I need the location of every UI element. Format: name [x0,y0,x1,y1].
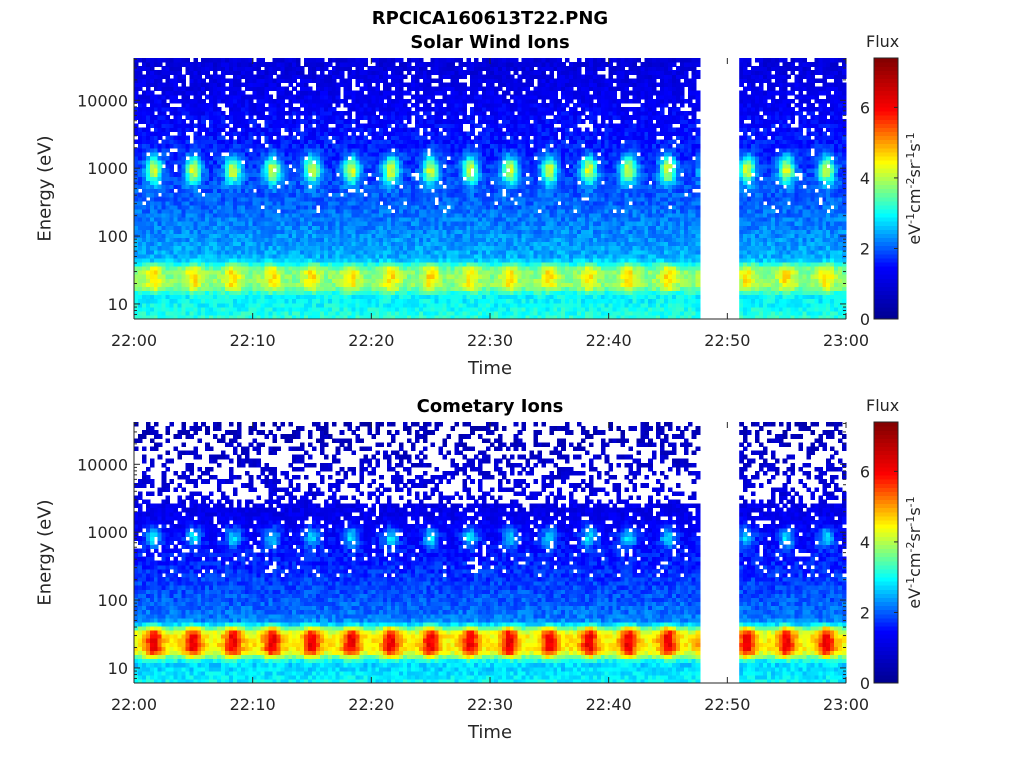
data-gap-2 [701,422,740,683]
x-tick-label: 22:20 [348,331,394,350]
y-tick-label: 10000 [77,455,128,474]
colorbar-tick-label: 0 [860,674,870,693]
colorbar-title-top: Flux [866,32,900,51]
x-tick-label: 22:30 [467,695,513,714]
colorbar-1 [873,57,899,320]
colorbar-2 [873,421,899,684]
x-tick-label: 22:50 [704,695,750,714]
x-tick-label: 22:40 [586,695,632,714]
heatmap-cells-1 [134,58,847,320]
figure-title: RPCICA160613T22.PNG [371,8,609,29]
colorbar-tick-label: 2 [860,603,870,622]
colorbar-tick-label: 2 [860,239,870,258]
y-tick-label: 100 [97,591,128,610]
panel-title-solar-wind: Solar Wind Ions [410,32,570,53]
x-tick-label: 22:00 [111,695,157,714]
x-tick-label: 23:00 [823,331,869,350]
heatmap-cells-2 [134,422,847,684]
y-tick-label: 10 [108,295,128,314]
x-tick-label: 22:40 [586,331,632,350]
x-tick-label: 22:10 [230,695,276,714]
colorbar-tick-label: 0 [860,310,870,329]
x-tick-label: 22:30 [467,331,513,350]
panel-title-cometary: Cometary Ions [416,396,564,417]
y-tick-label: 10000 [77,91,128,110]
x-axis-title-top: Time [467,358,513,379]
colorbar-title-bottom: Flux [866,396,900,415]
x-tick-label: 22:00 [111,331,157,350]
y-tick-label: 1000 [87,523,128,542]
y-tick-label: 100 [97,227,128,246]
x-tick-label: 22:20 [348,695,394,714]
x-axis-title-bottom: Time [467,722,513,743]
y-axis-title-top: Energy (eV) [34,135,56,242]
x-tick-label: 23:00 [823,695,869,714]
colorbar-units-label: eV-1cm-2sr-1s-1 [904,496,925,608]
colorbar-units-label: eV-1cm-2sr-1s-1 [904,132,925,244]
x-tick-label: 22:10 [230,331,276,350]
data-gap-1 [701,58,740,319]
y-axis-title-bottom: Energy (eV) [34,499,56,606]
y-tick-label: 1000 [87,159,128,178]
x-tick-label: 22:50 [704,331,750,350]
colorbar-tick-label: 6 [860,462,870,481]
colorbar-tick-label: 4 [860,533,870,552]
colorbar-tick-label: 6 [860,98,870,117]
y-tick-label: 10 [108,659,128,678]
colorbar-tick-label: 4 [860,169,870,188]
